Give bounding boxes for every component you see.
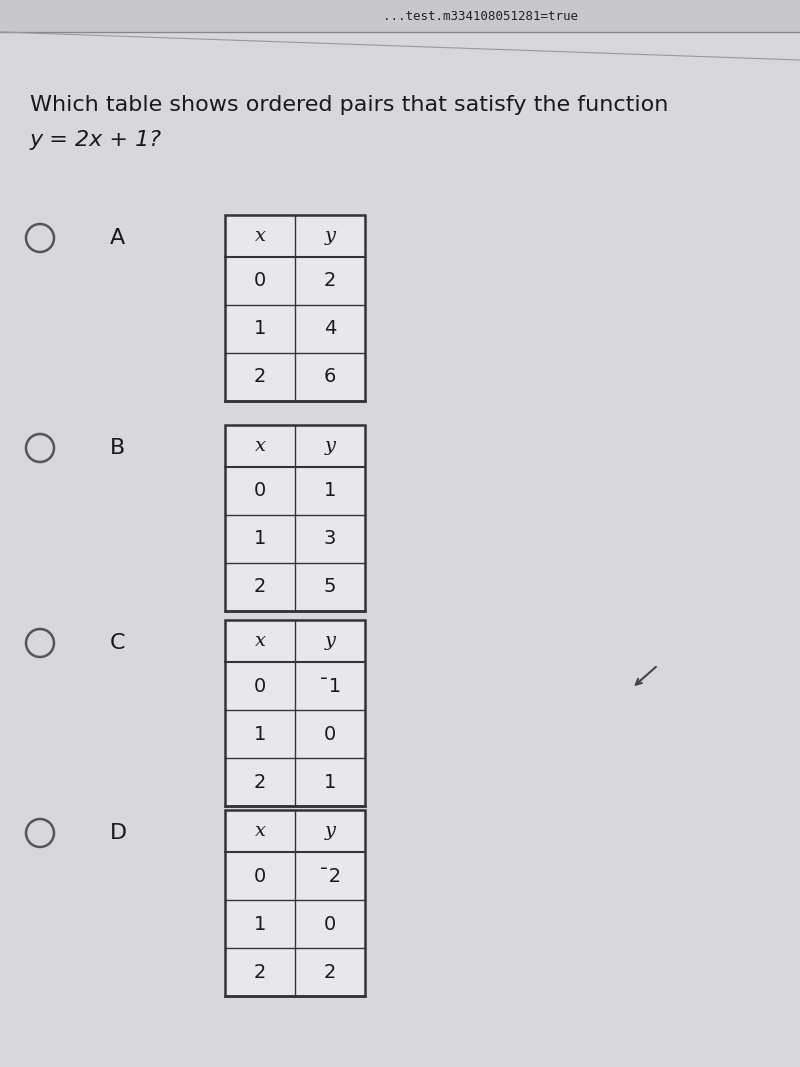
Text: 5: 5: [324, 577, 336, 596]
Text: 2: 2: [324, 962, 336, 982]
Text: y: y: [325, 227, 335, 245]
Text: x: x: [254, 437, 266, 455]
Text: 1: 1: [254, 724, 266, 744]
Text: ...test.m334108051281=true: ...test.m334108051281=true: [382, 10, 578, 22]
Text: x: x: [254, 632, 266, 650]
Bar: [225, 425, 365, 611]
Text: 0: 0: [254, 866, 266, 886]
Text: 0: 0: [324, 914, 336, 934]
Text: D: D: [110, 823, 127, 843]
Text: 0: 0: [254, 271, 266, 290]
Text: 2: 2: [254, 367, 266, 386]
Bar: [225, 214, 365, 401]
Text: 0: 0: [254, 676, 266, 696]
Bar: [225, 620, 365, 806]
Text: 4: 4: [324, 319, 336, 338]
Text: 1: 1: [254, 319, 266, 338]
Text: ¯2: ¯2: [319, 866, 341, 886]
Bar: [0, 0, 800, 32]
Text: 2: 2: [254, 962, 266, 982]
Text: y: y: [325, 632, 335, 650]
Text: y: y: [325, 437, 335, 455]
Bar: [225, 810, 365, 996]
Text: 1: 1: [324, 773, 336, 792]
Text: A: A: [110, 228, 126, 248]
Text: B: B: [110, 437, 126, 458]
Text: ¯1: ¯1: [319, 676, 341, 696]
Text: 3: 3: [324, 529, 336, 548]
Bar: [225, 214, 365, 401]
Bar: [225, 810, 365, 996]
Text: 1: 1: [254, 914, 266, 934]
Text: x: x: [254, 822, 266, 840]
Bar: [225, 620, 365, 806]
Text: 2: 2: [324, 271, 336, 290]
Text: x: x: [254, 227, 266, 245]
Text: 1: 1: [324, 481, 336, 500]
Text: 6: 6: [324, 367, 336, 386]
Text: y: y: [325, 822, 335, 840]
Text: y = 2x + 1?: y = 2x + 1?: [30, 130, 162, 150]
Bar: [225, 425, 365, 611]
Text: 0: 0: [254, 481, 266, 500]
Text: 0: 0: [324, 724, 336, 744]
Text: Which table shows ordered pairs that satisfy the function: Which table shows ordered pairs that sat…: [30, 95, 668, 115]
Text: 2: 2: [254, 577, 266, 596]
Text: 2: 2: [254, 773, 266, 792]
Text: C: C: [110, 633, 126, 653]
Text: 1: 1: [254, 529, 266, 548]
